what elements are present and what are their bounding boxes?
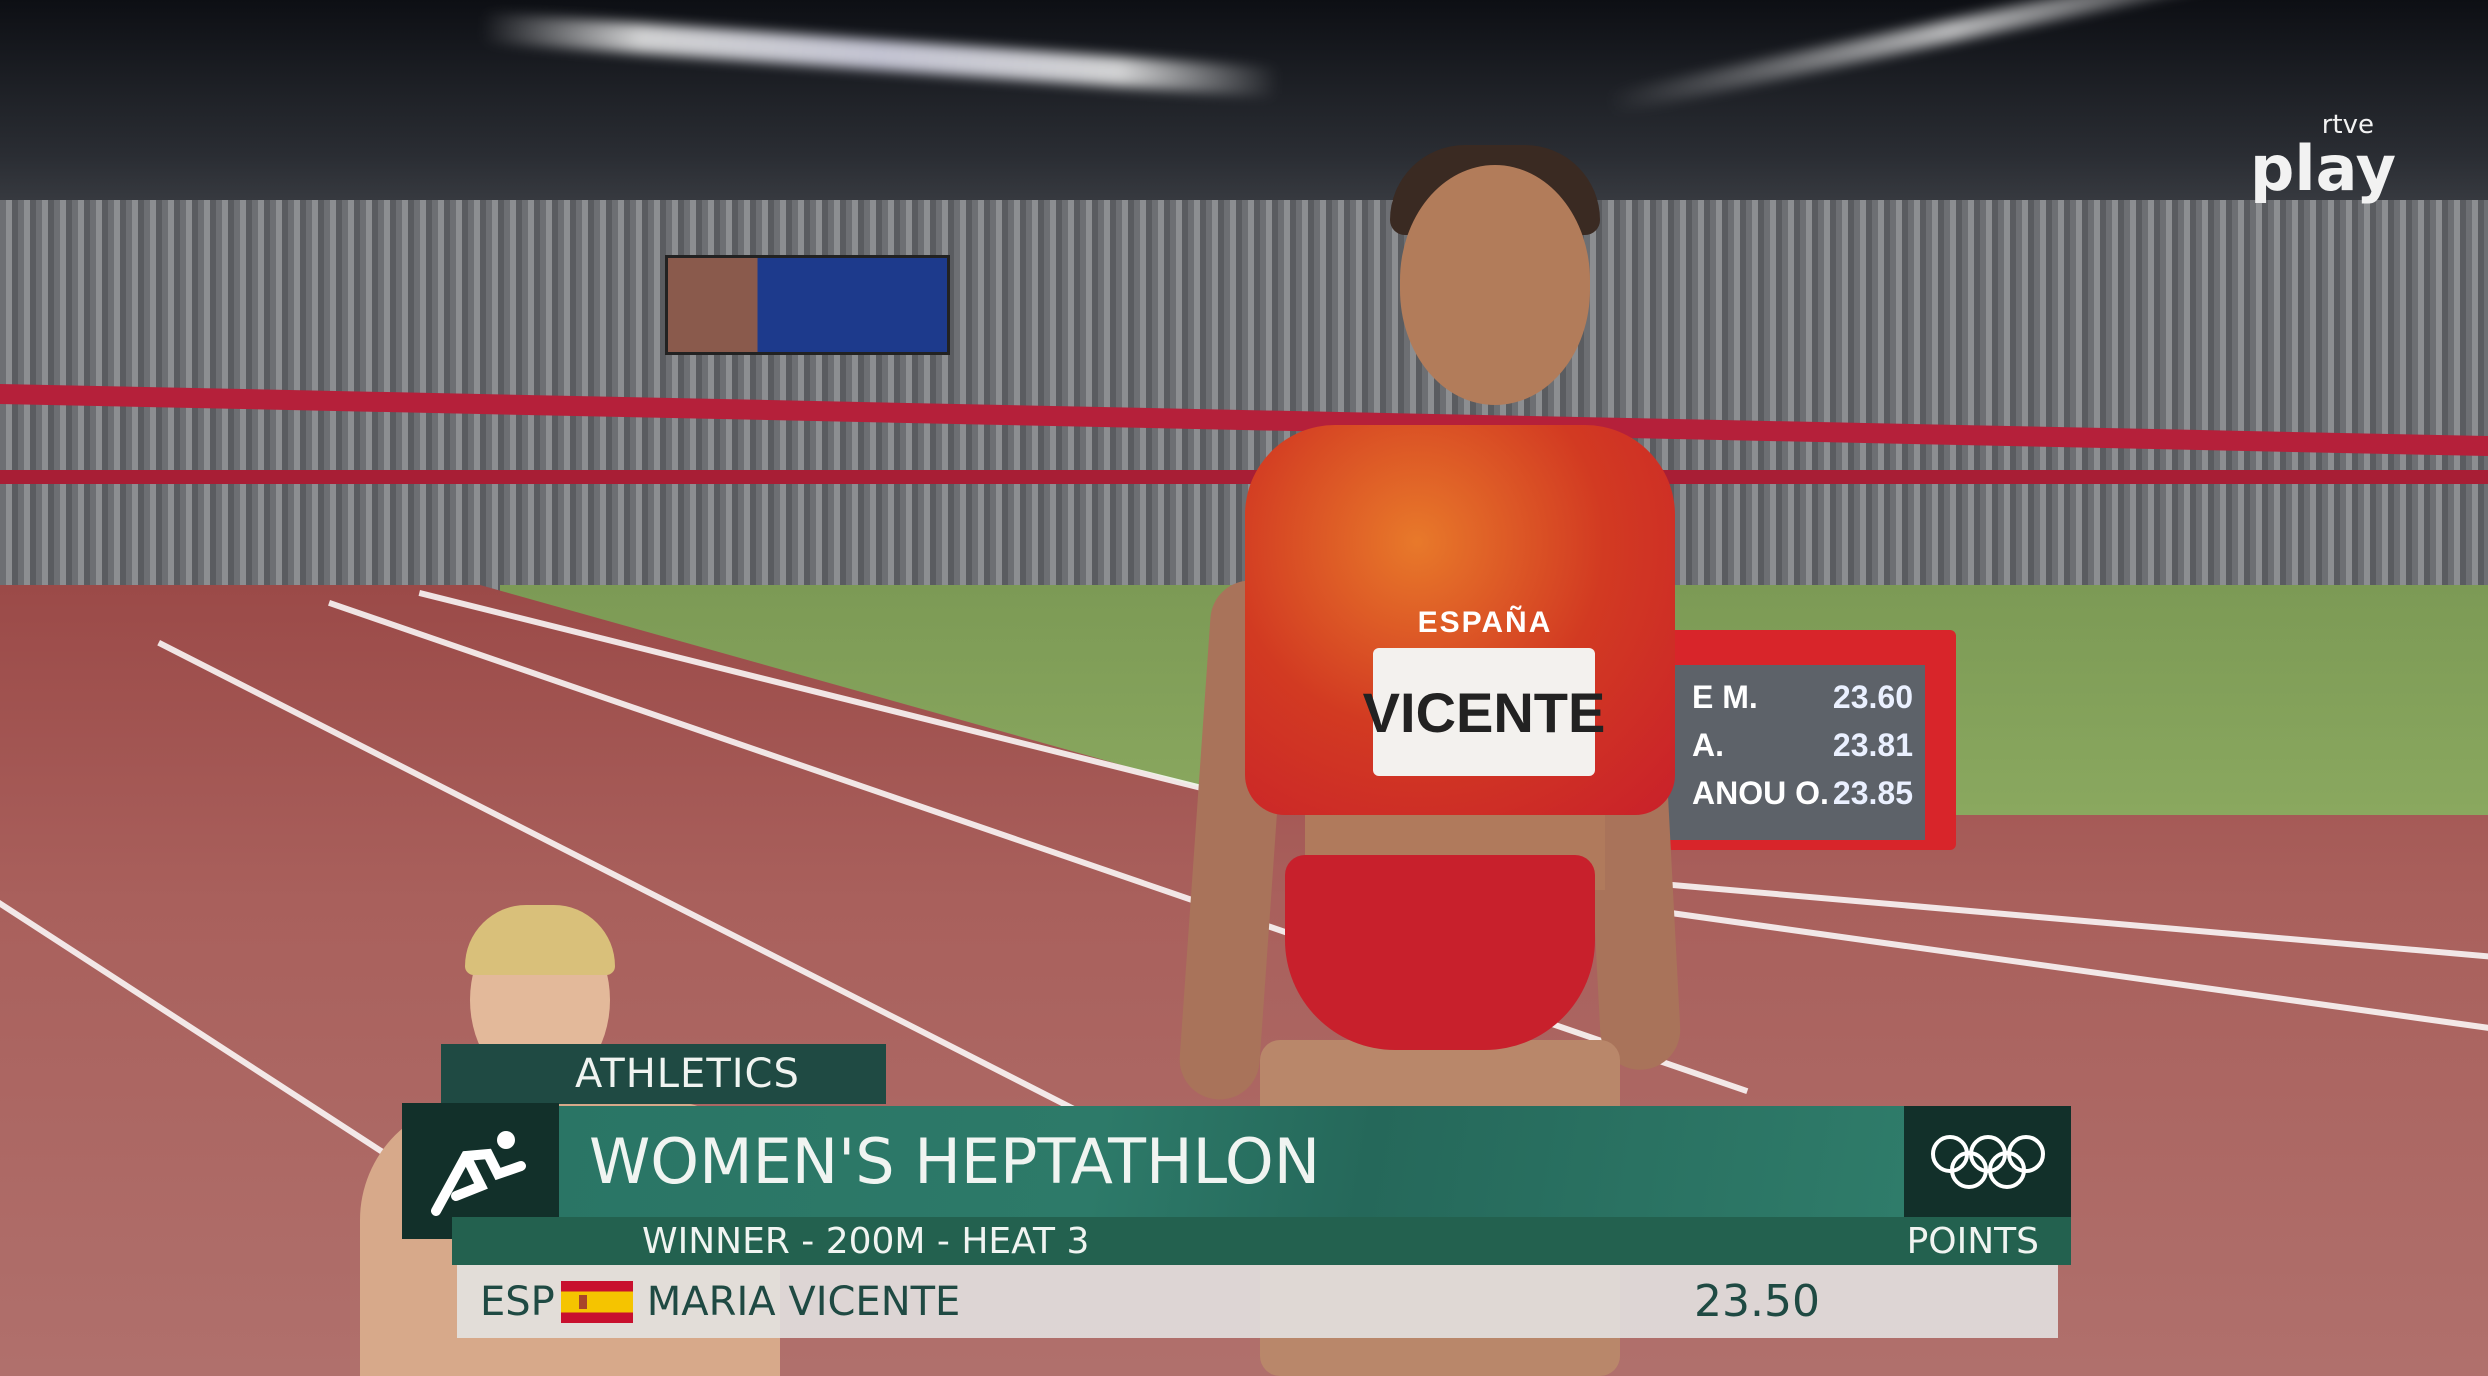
athlete-name: MARIA VICENTE: [646, 1278, 961, 1325]
running-athlete-icon: [402, 1103, 559, 1239]
video-screen: [665, 255, 950, 355]
country-code: ESP: [480, 1278, 555, 1325]
stand-banner: [0, 470, 2488, 484]
result-row: ESP MARIA VICENTE 23.50: [457, 1265, 2058, 1338]
jersey-team-text: ESPAÑA: [1417, 606, 1553, 639]
scoreboard-row: ANOU O. 23.85: [1580, 769, 1925, 817]
scoreboard-time: 23.81: [1832, 726, 1913, 763]
olympic-rings-icon: [1904, 1106, 2071, 1217]
event-title: WOMEN'S HEPTATHLON: [589, 1125, 1321, 1198]
spain-flag-icon: [560, 1280, 633, 1323]
points-column-label: POINTS: [1906, 1220, 2039, 1262]
result-value: 23.50: [1694, 1276, 1820, 1327]
athlete-head: [1400, 165, 1590, 405]
scoreboard-name: A.: [1692, 726, 1724, 763]
athlete-briefs: [1285, 855, 1595, 1050]
race-bib: VICENTE: [1363, 648, 1605, 776]
event-subtitle: WINNER - 200M - HEAT 3: [642, 1220, 1090, 1262]
sport-tab: ATHLETICS: [441, 1044, 886, 1104]
scoreboard-time: 23.85: [1832, 774, 1913, 811]
logo-large-text: play: [2250, 132, 2396, 205]
event-title-bar: WOMEN'S HEPTATHLON: [559, 1106, 1904, 1217]
scoreboard-time: 23.60: [1832, 678, 1913, 715]
bib-name: VICENTE: [1362, 680, 1606, 744]
scoreboard-row: A. 23.81: [1580, 721, 1925, 769]
sport-label: ATHLETICS: [575, 1051, 800, 1097]
scoreboard-name: ANOU O.: [1692, 774, 1829, 811]
logo-small-text: rtve: [2321, 110, 2374, 140]
rtve-play-logo: rtve play: [2250, 112, 2396, 200]
subtitle-row: WINNER - 200M - HEAT 3 POINTS: [452, 1217, 2071, 1265]
scoreboard-row: E M. 23.60: [1580, 673, 1925, 721]
seated-athlete-hair: [465, 905, 615, 975]
scoreboard-name: E M.: [1692, 678, 1758, 715]
